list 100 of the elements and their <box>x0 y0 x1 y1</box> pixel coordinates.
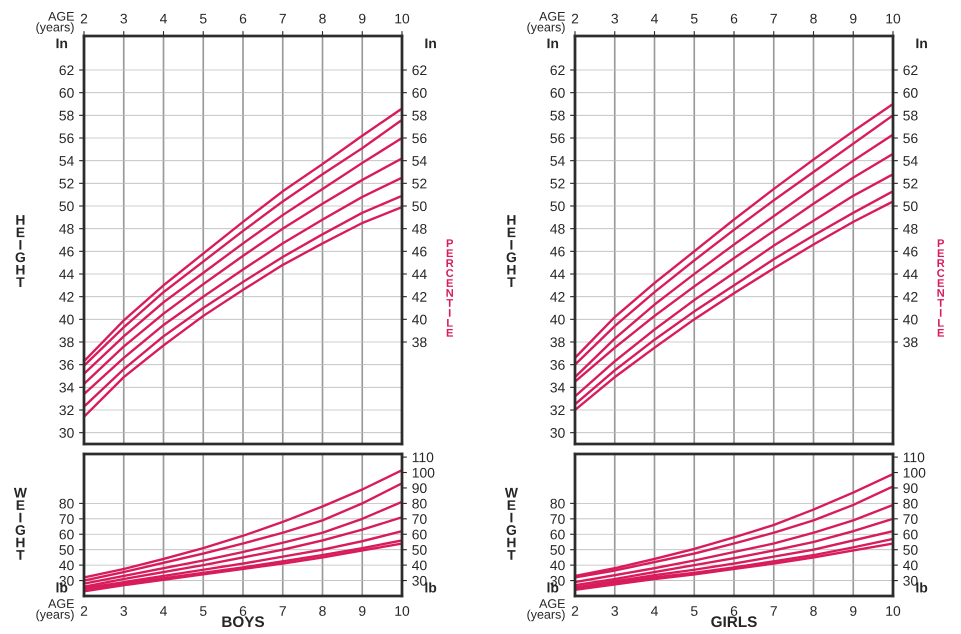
y2-tick-label: 42 <box>412 292 426 302</box>
x-tick-label: 2 <box>572 14 578 24</box>
x-axis-title: AGE (years) <box>36 12 74 34</box>
x-tick-label: 7 <box>770 606 777 616</box>
y-tick-label: 48 <box>550 224 565 234</box>
y-tick-label: 52 <box>59 178 74 189</box>
y2-tick-label: 110 <box>412 452 434 462</box>
text: lb <box>916 582 928 593</box>
y-tick-label: 36 <box>59 360 74 370</box>
text: GIRLS <box>711 616 757 628</box>
y2-tick-label: 58 <box>412 110 427 121</box>
y-tick-label: 32 <box>550 405 565 416</box>
y2-tick-label: 90 <box>903 483 918 494</box>
y-tick-label: 70 <box>60 514 74 524</box>
y2-tick-label: 50 <box>903 545 918 555</box>
y2-tick-label: 40 <box>412 314 427 325</box>
y-tick-label: 34 <box>550 382 565 393</box>
y2-tick-label: 56 <box>412 133 427 144</box>
x-tick-label: 2 <box>572 606 578 616</box>
y-tick-label: 58 <box>550 110 565 121</box>
y-tick-label: 70 <box>550 514 565 524</box>
y-tick-label: 58 <box>59 110 74 121</box>
y2-tick-label: 58 <box>903 110 918 121</box>
y-tick-label: 40 <box>550 314 565 325</box>
y2-tick-label: 42 <box>903 292 918 302</box>
y2-tick-label: 40 <box>903 560 918 570</box>
y-tick-label: 40 <box>59 314 74 325</box>
y-tick-label: 60 <box>550 530 565 540</box>
y-tick-label: 60 <box>60 88 74 98</box>
y-tick-label: 46 <box>59 246 74 257</box>
y2-tick-label: 90 <box>412 483 427 494</box>
x-axis-title: AGE (years) <box>527 599 565 622</box>
y-tick-label: 62 <box>550 65 565 76</box>
y2-tick-label: 46 <box>903 246 918 257</box>
x-tick-label: 9 <box>359 606 366 616</box>
text: In <box>56 38 68 48</box>
y-tick-label: 80 <box>59 498 74 509</box>
y-tick-label: 46 <box>550 246 565 257</box>
y2-tick-label: 100 <box>412 468 434 478</box>
x-tick-label: 7 <box>770 14 777 24</box>
x-axis-title: AGE (years) <box>527 12 565 34</box>
x-tick-label: 4 <box>160 606 167 616</box>
y2-tick-label: 62 <box>903 65 918 76</box>
x-tick-label: 8 <box>810 14 817 24</box>
text: In <box>425 38 436 48</box>
y2-tick-label: 38 <box>412 337 427 348</box>
y-tick-label: 54 <box>59 156 74 166</box>
x-tick-label: 2 <box>80 14 88 24</box>
y-tick-label: 30 <box>550 428 565 438</box>
y2-tick-label: 54 <box>903 156 918 166</box>
y-tick-label: 38 <box>550 337 565 348</box>
y-tick-label: 60 <box>550 88 565 98</box>
y2-tick-label: 60 <box>903 530 918 540</box>
y-axis-title: WEIGHT <box>504 488 518 560</box>
y-axis-title: HEIGHT <box>16 215 25 287</box>
y-tick-label: 50 <box>550 201 565 212</box>
x-tick-label: 2 <box>80 606 88 616</box>
y2-tick-label: 70 <box>412 514 427 524</box>
y-tick-label: 40 <box>59 560 74 570</box>
x-tick-label: 4 <box>650 14 658 24</box>
text: In <box>916 38 927 48</box>
y2-tick-label: 100 <box>904 468 926 478</box>
x-tick-label: 5 <box>200 606 207 616</box>
x-tick-label: 9 <box>850 606 856 616</box>
y2-tick-label: 44 <box>412 269 427 280</box>
y-tick-label: 32 <box>59 405 74 416</box>
y-tick-label: 38 <box>59 337 74 348</box>
x-tick-label: 4 <box>160 14 167 24</box>
y-tick-label: 44 <box>59 269 74 280</box>
x-axis-title: AGE (years) <box>36 599 74 622</box>
y-tick-label: 40 <box>550 560 565 570</box>
y2-tick-label: 30 <box>412 576 427 586</box>
y-tick-label: 56 <box>550 133 565 144</box>
text: PERCENTILE <box>937 239 944 337</box>
text: lb <box>425 582 436 593</box>
x-tick-label: 6 <box>240 14 246 24</box>
y2-tick-label: 40 <box>412 560 427 570</box>
y2-tick-label: 54 <box>412 156 427 166</box>
y-tick-label: 60 <box>60 530 74 540</box>
x-tick-label: 3 <box>611 606 618 616</box>
x-tick-label: 5 <box>690 14 698 24</box>
y2-tick-label: 60 <box>903 88 918 98</box>
y2-tick-label: 110 <box>904 452 924 462</box>
y2-tick-label: 48 <box>412 224 427 234</box>
x-tick-label: 9 <box>359 14 366 24</box>
y-axis-title: WEIGHT <box>14 488 27 560</box>
y2-tick-label: 56 <box>903 133 918 144</box>
x-tick-label: 4 <box>650 606 658 616</box>
x-tick-label: 3 <box>120 14 127 24</box>
x-tick-label: 5 <box>200 14 207 24</box>
x-tick-label: 6 <box>730 14 738 24</box>
text: In <box>548 38 558 48</box>
y2-tick-label: 52 <box>903 178 918 189</box>
y2-tick-label: 38 <box>903 337 918 348</box>
y2-tick-label: 62 <box>412 65 426 76</box>
x-tick-label: 8 <box>319 606 326 616</box>
y-tick-label: 30 <box>59 428 74 438</box>
y2-tick-label: 46 <box>412 246 427 257</box>
y2-tick-label: 48 <box>903 224 918 234</box>
x-tick-label: 7 <box>280 14 286 24</box>
